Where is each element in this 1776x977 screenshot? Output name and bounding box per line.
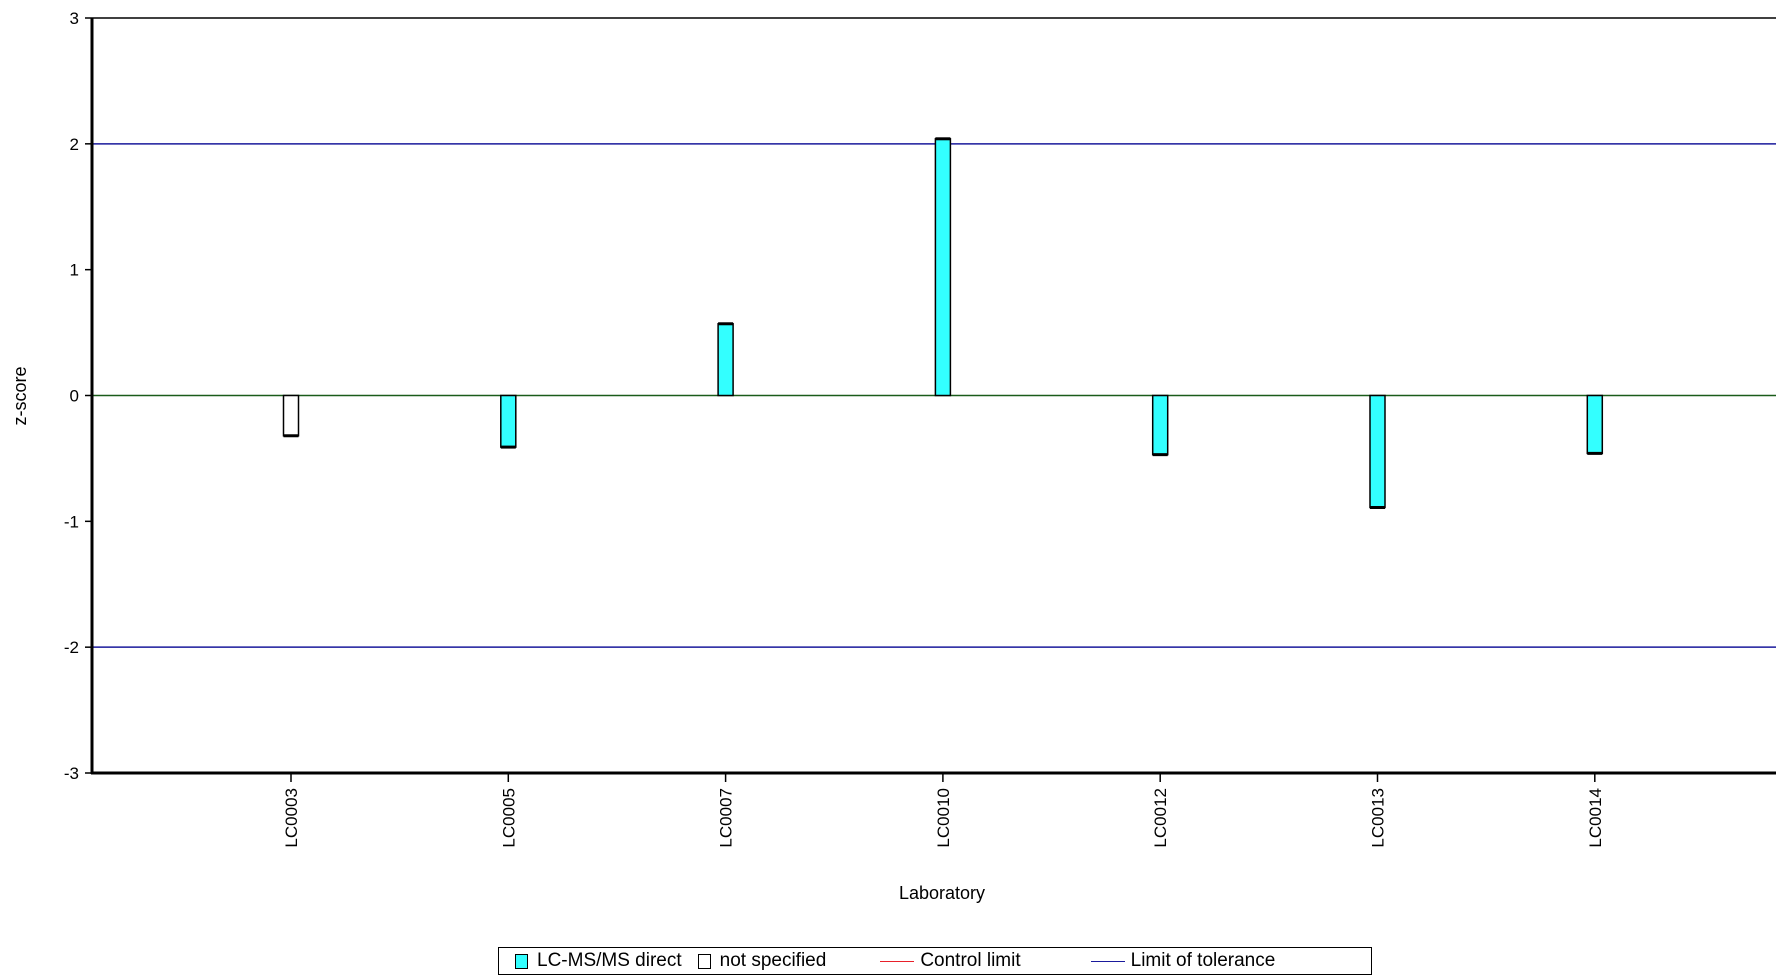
x-tick-label-lc0010: LC0010 (934, 788, 953, 848)
y-tick-label: 1 (70, 261, 79, 280)
legend-label-not-specified: not specified (719, 950, 827, 971)
y-tick-label: 2 (70, 135, 79, 154)
bar-lc0014 (1586, 394, 1604, 455)
y-tick-label: -3 (64, 764, 79, 783)
legend-item-not-specified: not specified (697, 950, 827, 972)
x-tick-label-lc0003: LC0003 (282, 788, 301, 848)
x-tick-label-lc0005: LC0005 (499, 788, 518, 848)
x-axis-title: Laboratory (899, 883, 985, 903)
bar-lc0005 (500, 394, 517, 448)
legend-item-lcmsms: LC-MS/MS direct (515, 950, 682, 972)
y-tick-label: 0 (70, 387, 79, 406)
bar-lc0010 (934, 138, 952, 397)
x-tick-label-lc0013: LC0013 (1369, 788, 1388, 848)
reference-lines (92, 143, 1776, 648)
x-tick-label-lc0014: LC0014 (1586, 788, 1605, 848)
legend-label-control-limit: Control limit (920, 950, 1021, 971)
bar-lc0013 (1369, 394, 1386, 509)
bar-lc0007 (717, 323, 734, 397)
y-tick-label: 3 (70, 9, 79, 28)
bar-lc0003 (282, 394, 300, 437)
legend-swatch-limit-of-tolerance (1090, 960, 1125, 962)
legend-swatch-not-specified (697, 953, 711, 969)
x-tick-label-lc0007: LC0007 (717, 788, 736, 848)
legend-item-control-limit: Control limit (880, 950, 1021, 972)
legend-item-limit-of-tolerance: Limit of tolerance (1090, 950, 1276, 972)
bar-lc0012 (1151, 394, 1169, 456)
y-axis-ticks: 3 2 1 0 -1 -2 -3 (64, 9, 92, 783)
legend-swatch-control-limit (880, 960, 915, 962)
legend: LC-MS/MS direct not specified Control li… (498, 947, 1372, 975)
bars (282, 137, 1604, 509)
y-axis-title: z-score (10, 366, 30, 425)
x-tick-label-lc0012: LC0012 (1151, 788, 1170, 848)
y-tick-label: -2 (64, 638, 79, 657)
legend-swatch-lcmsms (515, 953, 528, 969)
legend-label-lcmsms: LC-MS/MS direct (537, 950, 682, 971)
legend-label-limit-of-tolerance: Limit of tolerance (1130, 950, 1276, 971)
y-tick-label: -1 (64, 512, 79, 531)
x-axis-ticks: LC0003 LC0005 LC0007 LC0010 LC0012 LC0013 LC00… (282, 774, 1605, 848)
